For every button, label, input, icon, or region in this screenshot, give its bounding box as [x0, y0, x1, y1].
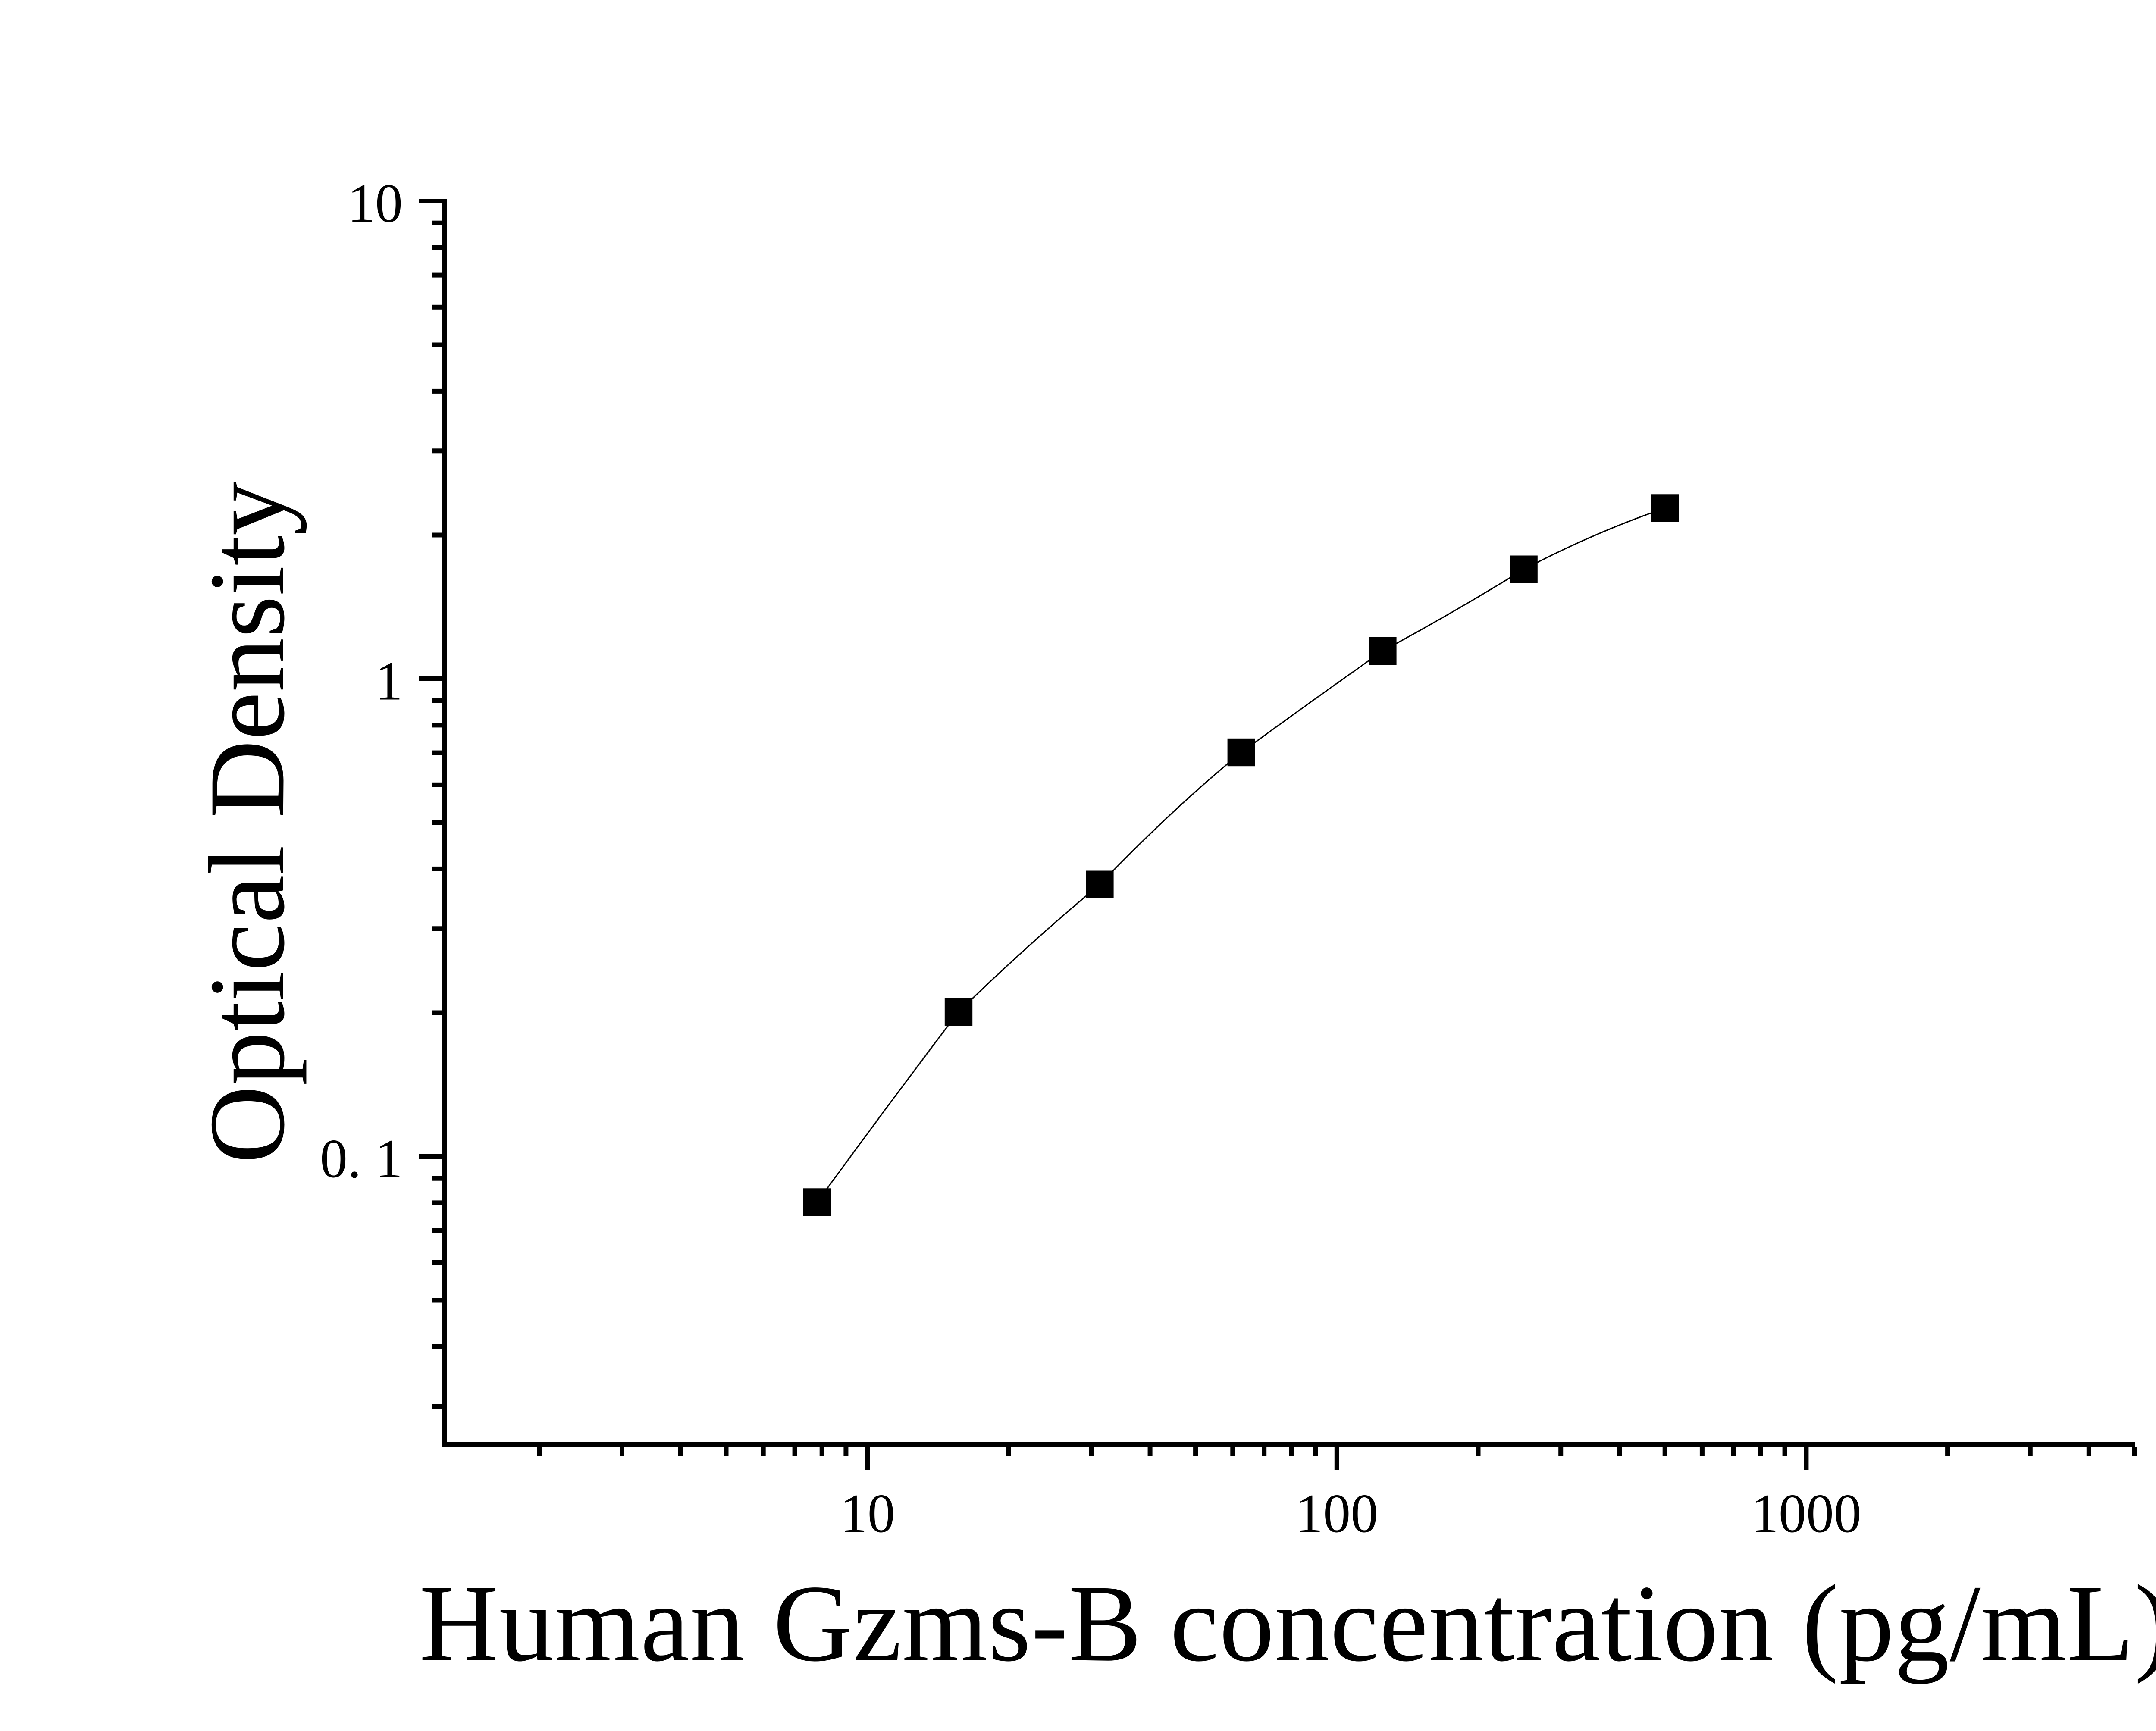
svg-text:10: 10	[840, 1483, 895, 1544]
svg-text:1000: 1000	[1751, 1483, 1861, 1544]
svg-text:1: 1	[375, 651, 403, 712]
svg-text:0. 1: 0. 1	[320, 1128, 403, 1189]
svg-text:100: 100	[1295, 1483, 1378, 1544]
svg-text:Human Gzms-B concentration (pg: Human Gzms-B concentration (pg/mL)	[419, 1563, 2156, 1684]
svg-text:Optical Density: Optical Density	[187, 482, 307, 1164]
svg-text:10: 10	[348, 173, 403, 234]
